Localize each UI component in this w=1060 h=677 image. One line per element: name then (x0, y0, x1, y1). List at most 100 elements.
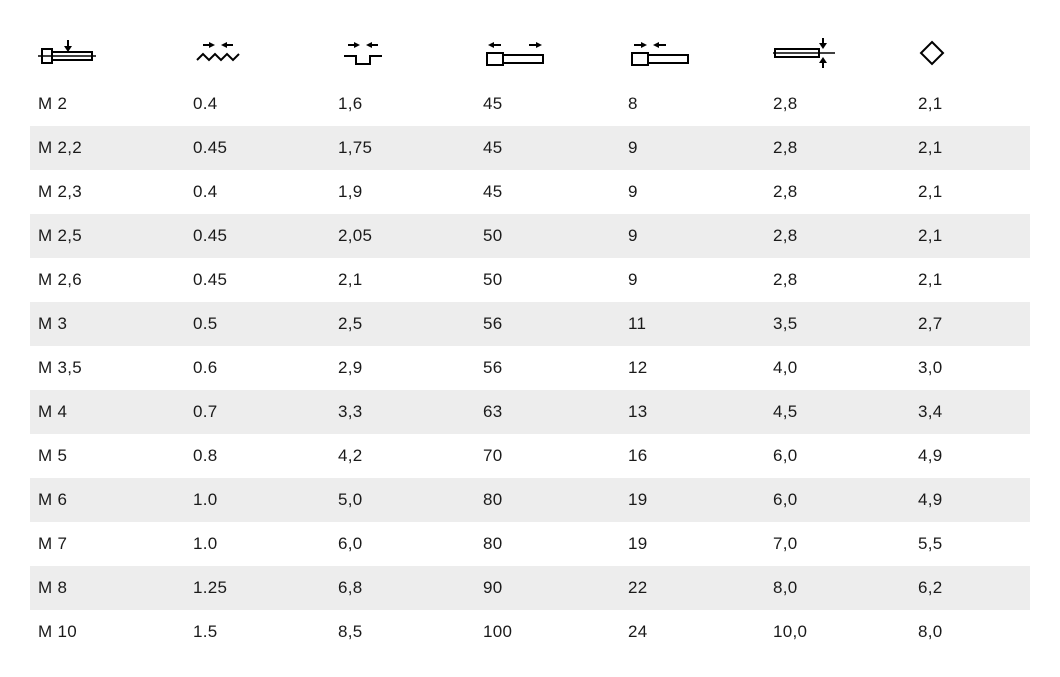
cell: 2,7 (910, 302, 1030, 346)
table-row: M 61.05,080196,04,9 (30, 478, 1030, 522)
cell: M 2,6 (30, 258, 185, 302)
cell: M 7 (30, 522, 185, 566)
cell: 0.45 (185, 214, 330, 258)
cell: 2,1 (910, 126, 1030, 170)
table-row: M 40.73,363134,53,4 (30, 390, 1030, 434)
cell: 2,1 (910, 214, 1030, 258)
cell: 50 (475, 214, 620, 258)
spec-table-body: M 20.41,64582,82,1 M 2,20.451,754592,82,… (30, 82, 1030, 654)
cell: 2,5 (330, 302, 475, 346)
cell: 1.0 (185, 478, 330, 522)
cell: 0.7 (185, 390, 330, 434)
cell: 2,8 (765, 126, 910, 170)
cell: 1,6 (330, 82, 475, 126)
cell: M 3,5 (30, 346, 185, 390)
cell: 90 (475, 566, 620, 610)
diamond-icon (918, 39, 946, 67)
cell: 0.45 (185, 126, 330, 170)
cell: 6,8 (330, 566, 475, 610)
cell: 6,2 (910, 566, 1030, 610)
cell: M 2,2 (30, 126, 185, 170)
cell: 2,9 (330, 346, 475, 390)
cell: 2,05 (330, 214, 475, 258)
col-header-4 (620, 24, 765, 82)
col-header-3 (475, 24, 620, 82)
cell: 4,2 (330, 434, 475, 478)
cell: 3,4 (910, 390, 1030, 434)
cell: 9 (620, 170, 765, 214)
cell: 4,9 (910, 434, 1030, 478)
cell: 45 (475, 170, 620, 214)
cell: 56 (475, 302, 620, 346)
cell: 1.5 (185, 610, 330, 654)
spec-table: M 20.41,64582,82,1 M 2,20.451,754592,82,… (30, 24, 1030, 654)
cell: M 2,3 (30, 170, 185, 214)
zigzag-arrows-in-icon (193, 38, 243, 68)
cell: M 5 (30, 434, 185, 478)
table-row: M 50.84,270166,04,9 (30, 434, 1030, 478)
col-header-6 (910, 24, 1030, 82)
thread-top-arrow-icon (38, 38, 96, 68)
cell: 4,5 (765, 390, 910, 434)
cell: 22 (620, 566, 765, 610)
cell: 24 (620, 610, 765, 654)
cell: 1.0 (185, 522, 330, 566)
cell: 1,75 (330, 126, 475, 170)
cell: 100 (475, 610, 620, 654)
cell: M 10 (30, 610, 185, 654)
cell: 0.45 (185, 258, 330, 302)
cell: 2,1 (910, 82, 1030, 126)
col-header-5 (765, 24, 910, 82)
col-header-2 (330, 24, 475, 82)
cell: 10,0 (765, 610, 910, 654)
cell: 9 (620, 126, 765, 170)
body-arrows-vert-icon (773, 38, 835, 68)
cell: 2,1 (910, 170, 1030, 214)
cell: 0.8 (185, 434, 330, 478)
cell: 2,8 (765, 258, 910, 302)
cell: 2,8 (765, 214, 910, 258)
table-row: M 3,50.62,956124,03,0 (30, 346, 1030, 390)
table-row: M 81.256,890228,06,2 (30, 566, 1030, 610)
cell: 45 (475, 126, 620, 170)
cell: 5,5 (910, 522, 1030, 566)
table-row: M 2,20.451,754592,82,1 (30, 126, 1030, 170)
spec-table-page: M 20.41,64582,82,1 M 2,20.451,754592,82,… (0, 0, 1060, 677)
cell: 63 (475, 390, 620, 434)
cell: M 3 (30, 302, 185, 346)
cell: 2,8 (765, 82, 910, 126)
cell: 80 (475, 478, 620, 522)
cell: 80 (475, 522, 620, 566)
cell: 7,0 (765, 522, 910, 566)
table-row: M 2,60.452,15092,82,1 (30, 258, 1030, 302)
table-row: M 30.52,556113,52,7 (30, 302, 1030, 346)
cell: 13 (620, 390, 765, 434)
cell: 8,5 (330, 610, 475, 654)
spec-table-head (30, 24, 1030, 82)
cell: 3,5 (765, 302, 910, 346)
cell: M 4 (30, 390, 185, 434)
cell: 8 (620, 82, 765, 126)
cell: 9 (620, 258, 765, 302)
cell: 4,0 (765, 346, 910, 390)
cell: 0.5 (185, 302, 330, 346)
cell: 0.4 (185, 82, 330, 126)
cell: 45 (475, 82, 620, 126)
cell: M 6 (30, 478, 185, 522)
table-row: M 2,30.41,94592,82,1 (30, 170, 1030, 214)
cell: 4,9 (910, 478, 1030, 522)
table-row: M 71.06,080197,05,5 (30, 522, 1030, 566)
cell: 19 (620, 478, 765, 522)
cell: 70 (475, 434, 620, 478)
notch-arrows-in-icon (338, 38, 388, 68)
cell: 0.4 (185, 170, 330, 214)
col-header-0 (30, 24, 185, 82)
cell: 50 (475, 258, 620, 302)
cell: 1,9 (330, 170, 475, 214)
table-row: M 20.41,64582,82,1 (30, 82, 1030, 126)
cell: 6,0 (765, 434, 910, 478)
cell: 2,1 (330, 258, 475, 302)
shank-arrows-in-icon (628, 38, 692, 68)
cell: 5,0 (330, 478, 475, 522)
table-row: M 2,50.452,055092,82,1 (30, 214, 1030, 258)
